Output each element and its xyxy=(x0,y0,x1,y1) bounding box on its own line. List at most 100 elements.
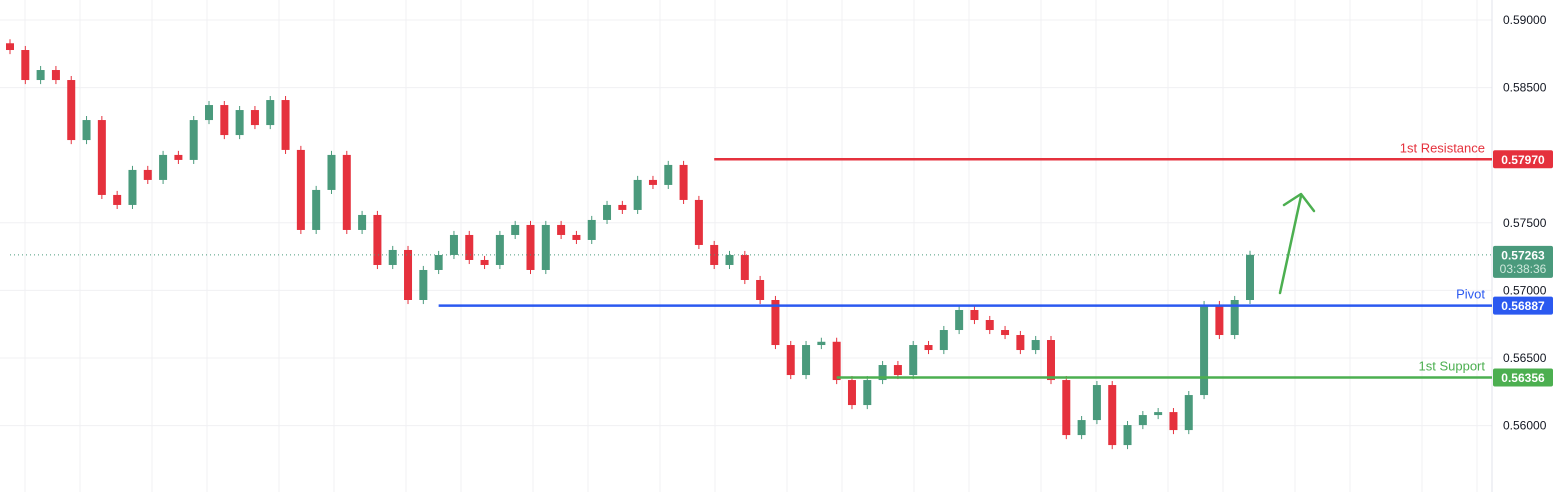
candle xyxy=(220,100,229,140)
candle-body xyxy=(113,194,122,205)
candle-body xyxy=(36,70,45,81)
candle xyxy=(557,220,566,240)
candle-body xyxy=(832,341,841,381)
candle xyxy=(449,230,458,260)
candle-body xyxy=(373,214,382,265)
candle xyxy=(235,105,244,140)
candle-body xyxy=(1169,412,1178,431)
price-tick-label: 0.58500 xyxy=(1503,81,1547,95)
trend-arrow xyxy=(1278,192,1316,295)
candle xyxy=(281,95,290,154)
candle-body xyxy=(189,120,198,160)
candle-body xyxy=(587,219,596,240)
candle-body xyxy=(480,259,489,265)
candle-body xyxy=(465,234,474,260)
candle-body xyxy=(250,110,259,126)
candle-body xyxy=(985,320,994,331)
candle-body xyxy=(955,310,964,331)
candle xyxy=(1200,300,1209,400)
candle-body xyxy=(235,110,244,136)
level-name-label: 1st Resistance xyxy=(1400,140,1485,155)
candle-body xyxy=(159,154,168,180)
candle xyxy=(1077,416,1086,440)
candle-body xyxy=(633,179,642,210)
candle xyxy=(740,250,749,285)
candle-body xyxy=(679,164,688,200)
candle-body xyxy=(404,249,413,300)
candle-body xyxy=(419,269,428,300)
candle-body xyxy=(970,310,979,321)
candle xyxy=(939,325,948,355)
candle-body xyxy=(802,345,811,376)
candle xyxy=(970,305,979,325)
candle-body xyxy=(495,234,504,265)
candle xyxy=(878,360,887,385)
level-name-label: 1st Support xyxy=(1419,358,1486,373)
level-name-label: Pivot xyxy=(1456,287,1485,302)
candle-body xyxy=(1200,305,1209,396)
candle-body xyxy=(1062,380,1071,436)
candle-body xyxy=(572,234,581,240)
candle xyxy=(1169,408,1178,435)
candle xyxy=(1138,410,1147,430)
candle-body xyxy=(312,189,321,230)
candle xyxy=(1031,335,1040,355)
candle xyxy=(266,95,275,130)
candle xyxy=(817,337,826,350)
candle-body xyxy=(205,105,214,121)
candle xyxy=(404,245,413,305)
candle xyxy=(679,160,688,205)
candle-body xyxy=(358,214,367,230)
candle xyxy=(67,75,76,145)
candle xyxy=(541,220,550,275)
current-price-badge: 0.57263 03:38:36 xyxy=(1493,245,1553,278)
candle-body xyxy=(1108,385,1117,446)
price-axis[interactable]: 0.59000 0.58500 0.57500 0.57000 0.56500 0.560… xyxy=(1503,13,1547,433)
candle xyxy=(189,115,198,164)
candle xyxy=(893,360,902,380)
countdown-label: 03:38:36 xyxy=(1500,262,1547,276)
candle-body xyxy=(664,164,673,185)
candle-body xyxy=(648,179,657,185)
candle-body xyxy=(1077,420,1086,436)
candle-body xyxy=(128,169,137,205)
level-price-badge xyxy=(1493,150,1553,169)
candle-body xyxy=(1001,330,1010,336)
candle xyxy=(603,200,612,225)
candle-body xyxy=(694,199,703,245)
candle xyxy=(388,245,397,270)
candle-body xyxy=(296,149,305,230)
candle-body xyxy=(327,154,336,190)
candle xyxy=(648,175,657,189)
candle xyxy=(786,340,795,380)
candle-body xyxy=(1138,415,1147,426)
candle xyxy=(1108,380,1117,450)
price-tick-label: 0.57000 xyxy=(1503,283,1547,297)
candle xyxy=(6,39,14,55)
candle-body xyxy=(817,341,826,346)
candle xyxy=(373,210,382,270)
candle-body xyxy=(143,169,152,180)
level-price-badge xyxy=(1493,296,1553,315)
levels: 1st Resistance 0.57970 Pivot 0.56887 1st Sup… xyxy=(438,140,1553,387)
candle-body xyxy=(51,70,60,81)
grid xyxy=(0,0,1493,492)
candle xyxy=(312,185,321,235)
candle xyxy=(342,150,351,235)
current-price-label: 0.57263 xyxy=(1501,248,1545,262)
candle-body xyxy=(863,380,872,406)
level-price-label: 0.56887 xyxy=(1501,299,1545,313)
candle xyxy=(1001,325,1010,340)
candle-body xyxy=(82,120,91,141)
candle-body xyxy=(266,100,275,126)
candle-body xyxy=(174,154,183,160)
candle xyxy=(21,45,30,85)
candle xyxy=(1092,380,1101,425)
candle xyxy=(143,165,152,184)
candle-body xyxy=(725,254,734,265)
candle xyxy=(572,230,581,245)
candle-body xyxy=(618,204,627,210)
candle xyxy=(36,65,45,85)
candle xyxy=(327,150,336,195)
